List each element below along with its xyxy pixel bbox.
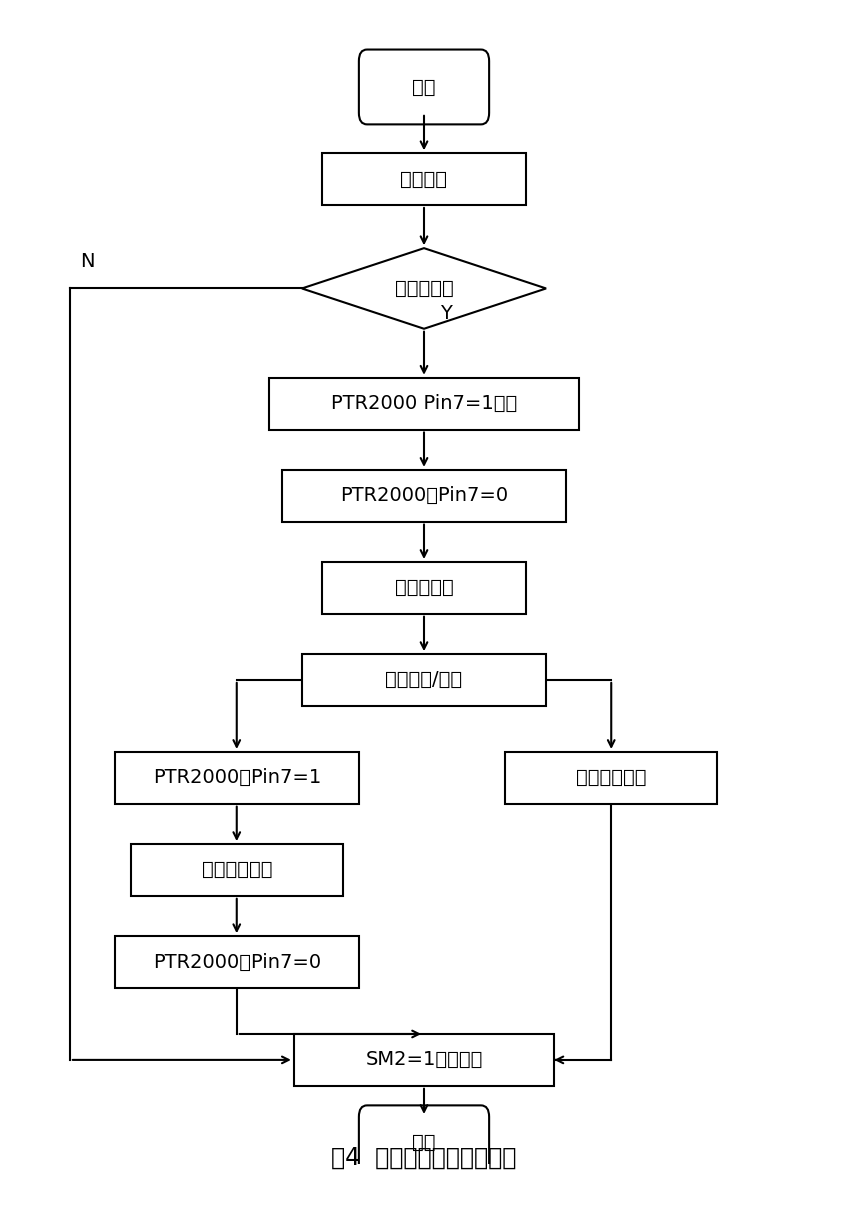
- Bar: [282, 470, 566, 521]
- Bar: [293, 1034, 555, 1086]
- Polygon shape: [302, 248, 546, 328]
- Bar: [270, 378, 578, 429]
- Text: 接收命令帧: 接收命令帧: [394, 578, 454, 598]
- Bar: [114, 751, 359, 804]
- Text: PTR2000的Pin7=0: PTR2000的Pin7=0: [153, 953, 321, 972]
- Text: 图4  从机通信子程序流程图: 图4 从机通信子程序流程图: [332, 1145, 516, 1170]
- Text: SM2=1恢复现场: SM2=1恢复现场: [365, 1051, 483, 1069]
- Text: 返回: 返回: [412, 1133, 436, 1153]
- Bar: [114, 936, 359, 988]
- Bar: [131, 844, 343, 896]
- Text: 从机发送数据: 从机发送数据: [202, 861, 272, 880]
- Text: 从机接收数据: 从机接收数据: [576, 768, 646, 788]
- Text: 启动发送/接收: 启动发送/接收: [386, 670, 462, 690]
- Bar: [505, 751, 717, 804]
- Text: Y: Y: [440, 304, 452, 324]
- Text: PTR2000的Pin7=1: PTR2000的Pin7=1: [153, 768, 321, 788]
- Text: 保护现场: 保护现场: [400, 170, 448, 189]
- FancyBboxPatch shape: [359, 1105, 489, 1180]
- Text: PTR2000 Pin7=1应答: PTR2000 Pin7=1应答: [331, 394, 517, 413]
- FancyBboxPatch shape: [359, 50, 489, 125]
- Text: 地址符合否: 地址符合否: [394, 279, 454, 298]
- Text: 中断: 中断: [412, 78, 436, 97]
- Text: PTR2000的Pin7=0: PTR2000的Pin7=0: [340, 486, 508, 505]
- Bar: [322, 562, 526, 613]
- Bar: [322, 153, 526, 205]
- Bar: [302, 654, 546, 705]
- Text: N: N: [80, 252, 94, 271]
